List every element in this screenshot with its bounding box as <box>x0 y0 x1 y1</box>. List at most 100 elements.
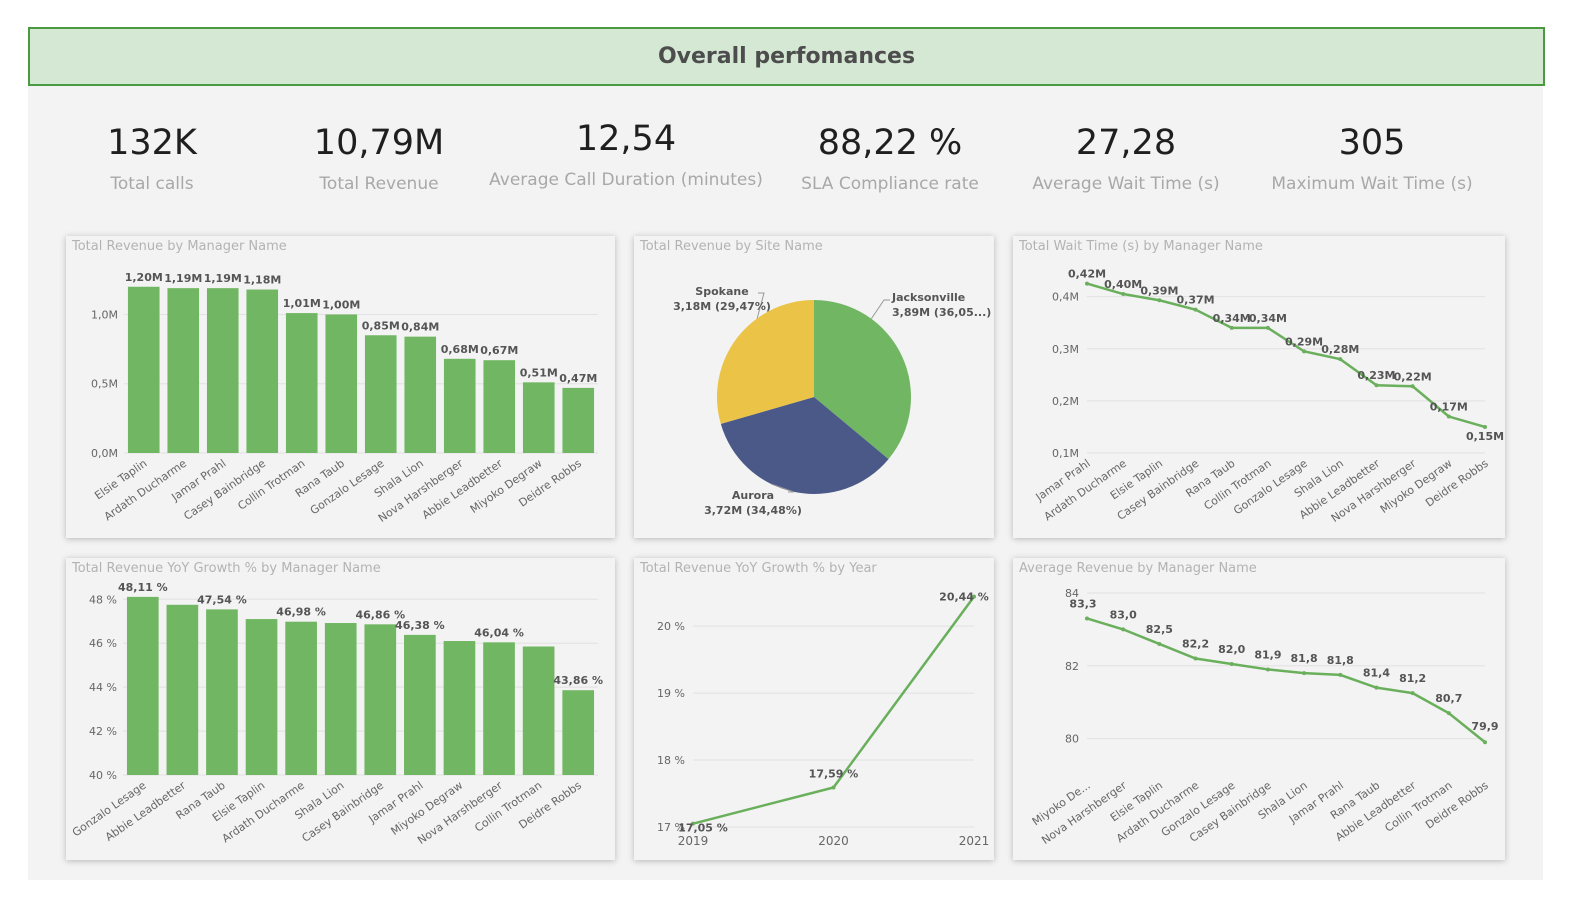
chart-average-revenue-by-manager[interactable]: 80 82 84 83,3 83,0 82,5 82,2 82,0 81,9 81,8 81,8 81… <box>1013 558 1505 860</box>
bar <box>404 336 437 453</box>
data-label: 43,86 % <box>553 674 603 687</box>
series-line <box>1086 617 1486 744</box>
data-point <box>1265 667 1270 672</box>
data-point <box>1193 656 1198 661</box>
data-label: 0,37M <box>1176 294 1214 307</box>
kpi-maximum-wait-time[interactable]: 305 Maximum Wait Time (s) <box>1237 118 1507 196</box>
slice-value-label: 3,89M (36,05...) <box>892 306 991 319</box>
chart-wait-time-by-manager[interactable]: 0,1M 0,2M 0,3M 0,4M 0,42M 0,40M 0,39M 0,37M 0,34… <box>1013 236 1505 538</box>
series-line <box>692 595 976 825</box>
data-point <box>691 821 695 826</box>
x-tick-label: Collin Trotman <box>235 457 307 513</box>
data-label: 82,2 <box>1182 638 1209 651</box>
y-tick-label: 44 % <box>89 681 117 694</box>
kpi-average-wait-time[interactable]: 27,28 Average Wait Time (s) <box>996 118 1256 196</box>
data-label: 83,3 <box>1069 597 1096 610</box>
data-label: 81,8 <box>1327 654 1354 667</box>
data-point <box>1483 740 1487 745</box>
bar <box>324 623 357 775</box>
series-line <box>1086 282 1486 429</box>
chart-title: Total Revenue YoY Growth % by Year <box>640 561 877 576</box>
data-label: 47,54 % <box>197 593 247 606</box>
data-label: 0,34M <box>1213 312 1251 325</box>
data-point <box>1410 384 1415 389</box>
data-point <box>1229 325 1234 330</box>
data-label: 1,18M <box>243 274 281 287</box>
y-tick-label: 0,0M <box>91 447 118 460</box>
y-tick-label: 80 <box>1065 733 1079 746</box>
pie-slice-aurora <box>720 397 889 494</box>
data-label: 46,04 % <box>474 626 524 639</box>
data-label: 0,42M <box>1068 268 1106 281</box>
bar <box>483 642 515 775</box>
y-tick-label: 0,5M <box>91 378 118 391</box>
bar <box>522 382 555 453</box>
data-label: 17,05 % <box>678 822 728 835</box>
leader-line <box>771 483 795 493</box>
data-label: 82,0 <box>1218 643 1245 656</box>
kpi-value: 88,22 % <box>817 123 963 163</box>
chart-title: Total Revenue by Manager Name <box>72 239 287 254</box>
bar <box>166 604 199 775</box>
chart-revenue-by-site[interactable]: Jacksonville 3,89M (36,05...) Aurora 3,72M … <box>634 236 994 538</box>
bar <box>127 286 160 453</box>
slice-value-label: 3,18M (29,47%) <box>673 300 771 313</box>
bar <box>364 624 397 775</box>
data-point <box>1157 641 1162 646</box>
chart-yoy-growth-by-manager[interactable]: 40 % 42 % 44 % 46 % 48 % 48,11 % Gonzalo Lesag… <box>66 558 615 860</box>
bar <box>562 387 595 453</box>
y-tick-label: 18 % <box>657 754 685 767</box>
kpi-total-revenue[interactable]: 10,79M Total Revenue <box>249 118 509 196</box>
slice-name-label: Jacksonville <box>891 291 965 304</box>
data-point <box>1483 424 1487 429</box>
kpi-average-call-duration[interactable]: 12,54 Average Call Duration (minutes) <box>466 114 786 192</box>
data-point <box>1374 685 1379 690</box>
bar <box>206 609 238 775</box>
leader-line <box>756 292 765 319</box>
chart-yoy-growth-by-year[interactable]: 17 % 18 % 19 % 20 % 17,05 % 17,59 % 20,44 % 201… <box>634 558 994 860</box>
kpi-label: SLA Compliance rate <box>801 174 979 194</box>
data-point <box>1410 691 1415 696</box>
kpi-sla-compliance[interactable]: 88,22 % SLA Compliance rate <box>760 118 1020 196</box>
data-point <box>1121 292 1126 297</box>
chart-canvas: 40 %42 %44 %46 %48 %48,11 %Gonzalo Lesag… <box>70 581 603 847</box>
chart-title: Total Revenue by Site Name <box>640 239 823 254</box>
data-label: 0,40M <box>1104 278 1142 291</box>
chart-title: Total Revenue YoY Growth % by Manager Na… <box>72 561 381 576</box>
kpi-value: 12,54 <box>575 119 677 159</box>
slice-name-label: Spokane <box>695 285 748 298</box>
data-point <box>1265 325 1270 330</box>
data-point <box>1157 298 1162 303</box>
y-tick-label: 0,2M <box>1052 395 1079 408</box>
data-point <box>1229 661 1234 666</box>
data-label: 0,84M <box>401 321 439 334</box>
data-label: 81,4 <box>1363 667 1390 680</box>
x-tick-label: Deidre Robbs <box>1423 457 1491 510</box>
y-tick-label: 0,3M <box>1052 343 1079 356</box>
chart-revenue-by-manager[interactable]: 0,0M 0,5M 1,0M 1,20M Elsie Taplin 1,19M Ardath… <box>66 236 615 538</box>
kpi-total-calls[interactable]: 132K Total calls <box>22 118 282 196</box>
y-tick-label: 42 % <box>89 725 117 738</box>
data-point <box>972 594 976 599</box>
data-point <box>1085 281 1089 286</box>
data-point <box>1338 672 1343 677</box>
data-label: 83,0 <box>1110 608 1137 621</box>
data-point <box>1338 357 1343 362</box>
slice-name-label: Aurora <box>732 489 774 502</box>
bar <box>364 335 397 453</box>
bar <box>167 288 200 453</box>
bar <box>285 621 317 775</box>
page-title-banner: Overall perfomances <box>28 27 1545 86</box>
x-tick-label: Deidre Robbs <box>1423 779 1491 832</box>
data-label: 0,68M <box>441 343 479 356</box>
bar <box>246 289 279 453</box>
kpi-value: 27,28 <box>1075 123 1177 163</box>
bar <box>443 358 476 453</box>
chart-canvas: 17 % 18 % 19 % 20 % 17,05 % 17,59 % 20,44 % 201… <box>657 591 989 848</box>
chart-title: Total Wait Time (s) by Manager Name <box>1019 239 1263 254</box>
data-label: 0,39M <box>1140 284 1178 297</box>
y-tick-label: 84 <box>1065 587 1079 600</box>
data-label: 1,19M <box>204 272 242 285</box>
pie-slice-spokane <box>717 300 814 424</box>
